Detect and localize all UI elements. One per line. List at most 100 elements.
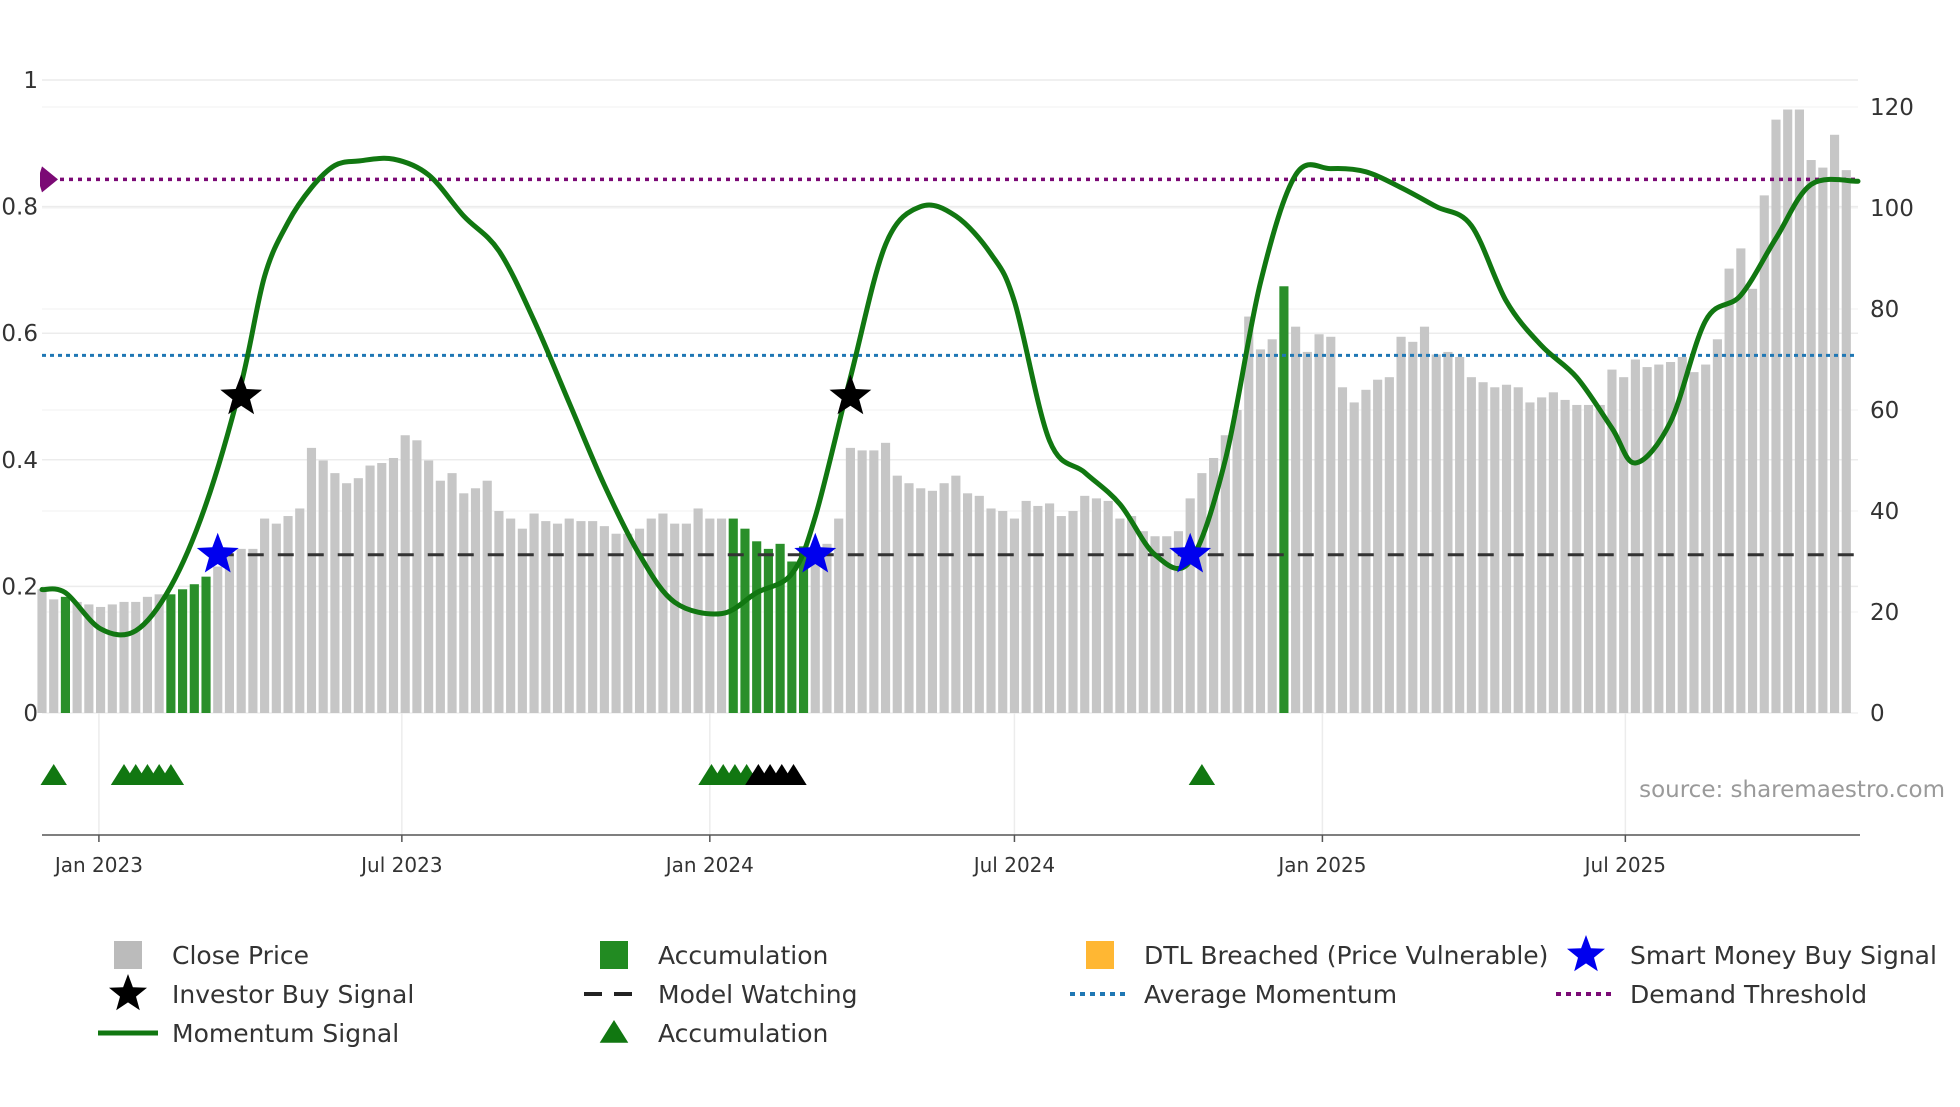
close-price-bar — [459, 493, 469, 713]
legend-item: Close Price — [114, 941, 309, 970]
close-price-bar — [377, 463, 387, 713]
legend-star-icon — [1567, 935, 1605, 972]
close-price-bar — [869, 450, 879, 713]
close-price-bar — [1466, 377, 1476, 713]
left-tick-label: 0.6 — [1, 321, 38, 347]
close-price-bar — [213, 566, 223, 713]
legend-label: Average Momentum — [1144, 980, 1397, 1009]
right-tick-label: 20 — [1870, 600, 1899, 626]
accumulation-bar — [787, 561, 797, 713]
close-price-bar — [1583, 404, 1594, 713]
close-price-bar — [986, 508, 996, 713]
legend-label: Accumulation — [658, 1019, 828, 1048]
close-price-bar — [1595, 404, 1605, 713]
close-price-bar — [318, 460, 328, 713]
left-tick-label: 0.8 — [1, 195, 38, 221]
left-tick-label: 1 — [23, 68, 38, 94]
close-price-bar — [1209, 457, 1219, 713]
close-price-bar — [810, 558, 820, 713]
close-price-bar — [1560, 399, 1570, 713]
close-price-bar — [412, 440, 422, 713]
close-price-bar — [400, 435, 410, 713]
close-price-bar — [1267, 339, 1277, 713]
legend-item: Investor Buy Signal — [109, 974, 414, 1011]
accumulation-triangle — [1188, 764, 1216, 785]
close-price-bar — [1724, 268, 1734, 713]
legend-item: Model Watching — [584, 980, 858, 1009]
close-price-bar — [1419, 326, 1430, 713]
close-price-bar — [1513, 387, 1523, 713]
close-price-bars — [37, 109, 1851, 714]
right-tick-label: 120 — [1870, 95, 1914, 121]
close-price-bar — [1806, 160, 1816, 713]
close-price-bar — [1759, 195, 1769, 713]
accumulation-triangle — [157, 764, 185, 785]
close-price-bar — [1326, 336, 1336, 713]
close-price-bar — [435, 480, 445, 713]
legend-label: DTL Breached (Price Vulnerable) — [1144, 941, 1548, 970]
close-price-bar — [306, 447, 317, 713]
close-price-bar — [1607, 369, 1617, 713]
signal-markers — [40, 374, 1216, 785]
close-price-bar — [49, 599, 59, 713]
close-price-bar — [658, 513, 668, 713]
close-price-bar — [1701, 364, 1711, 713]
close-price-bar — [1302, 351, 1312, 713]
close-price-bar — [353, 478, 363, 713]
investor-buy-signal — [220, 374, 263, 415]
legend-item: Average Momentum — [1070, 980, 1397, 1009]
close-price-bar — [107, 604, 117, 713]
close-price-bar — [37, 589, 47, 713]
legend-item: Demand Threshold — [1556, 980, 1867, 1009]
close-price-bar — [834, 518, 844, 713]
legend-label: Close Price — [172, 941, 309, 970]
close-price-bar — [283, 516, 293, 713]
close-price-bar — [154, 594, 164, 713]
left-tick-label: 0.4 — [1, 448, 38, 474]
close-price-bar — [1455, 356, 1465, 713]
accumulation-bar — [189, 584, 199, 713]
close-price-bar — [974, 495, 984, 713]
close-price-bar — [1818, 167, 1828, 714]
close-price-bar — [1314, 334, 1324, 713]
legend-label: Momentum Signal — [172, 1019, 399, 1048]
close-price-bar — [1794, 109, 1804, 713]
legend-label: Model Watching — [658, 980, 858, 1009]
close-price-bar — [342, 483, 352, 713]
close-price-bar — [470, 488, 481, 713]
close-price-bar — [1630, 359, 1640, 713]
accumulation-bar — [60, 596, 71, 713]
close-price-bar — [119, 601, 129, 713]
close-price-bar — [681, 523, 691, 713]
accumulation-bar — [728, 518, 738, 713]
accumulation-bar — [775, 543, 785, 713]
close-price-bar — [494, 511, 504, 713]
momentum-signal-line — [39, 155, 1861, 638]
close-price-bar — [1654, 364, 1664, 713]
close-price-bar — [1689, 372, 1699, 713]
close-price-bar — [1173, 531, 1184, 713]
accumulation-bar — [178, 589, 188, 713]
legend-item: Smart Money Buy Signal — [1567, 935, 1937, 972]
accumulation-bar — [740, 528, 750, 713]
close-price-bar — [1841, 170, 1851, 713]
close-price-bar — [1396, 336, 1406, 713]
close-price-bar — [576, 521, 586, 713]
close-price-bar — [857, 450, 867, 713]
close-price-bar — [998, 511, 1008, 713]
close-price-bar — [1127, 516, 1137, 713]
close-price-bar — [1783, 109, 1793, 713]
close-price-bar — [1337, 387, 1348, 713]
axes: 0 0.2 0.4 0.6 0.8 1 0 20 40 60 80 100 120 Jan 2023 Jul… — [1, 68, 1913, 877]
right-tick-label: 80 — [1870, 297, 1899, 323]
close-price-bar — [1443, 351, 1453, 713]
accumulation-bar — [798, 546, 809, 713]
close-price-bar — [1162, 536, 1172, 713]
smart-money-buy-signal — [1169, 532, 1212, 573]
close-price-bar — [1829, 134, 1840, 713]
close-price-bar — [1384, 377, 1394, 713]
accumulation-bar — [752, 541, 762, 713]
close-price-bar — [529, 513, 539, 713]
legend-swatch — [114, 941, 142, 969]
